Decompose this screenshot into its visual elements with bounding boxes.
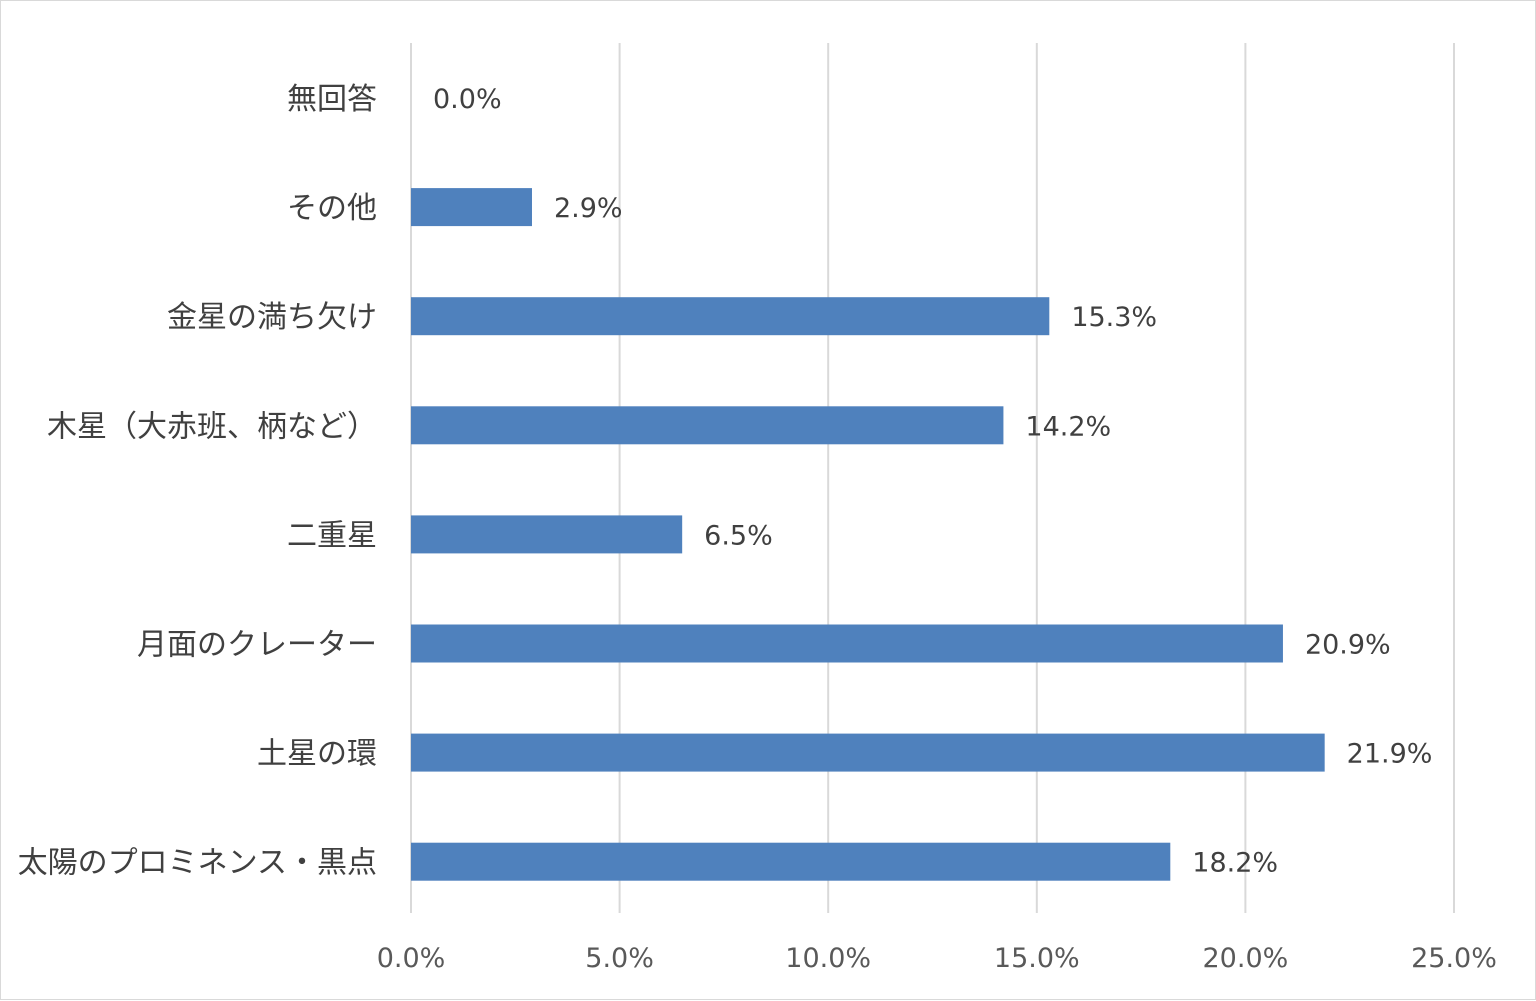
category-label: 月面のクレーター xyxy=(137,628,377,663)
x-tick-label: 10.0% xyxy=(785,943,871,974)
data-label: 20.9% xyxy=(1305,630,1391,661)
bar xyxy=(411,842,1171,881)
data-label: 21.9% xyxy=(1347,739,1433,770)
bar xyxy=(411,515,683,554)
x-tick-label: 15.0% xyxy=(994,943,1080,974)
category-label: 太陽のプロミネンス・黒点 xyxy=(18,846,377,881)
bar xyxy=(411,297,1050,336)
data-label: 6.5% xyxy=(704,520,773,551)
x-tick-label: 5.0% xyxy=(585,943,654,974)
data-label: 14.2% xyxy=(1025,411,1111,442)
bars xyxy=(411,188,1325,881)
category-label: 金星の満ち欠け xyxy=(167,300,377,335)
data-label: 15.3% xyxy=(1071,302,1157,333)
bar xyxy=(411,733,1325,772)
data-label: 2.9% xyxy=(554,193,623,224)
x-tick-label: 0.0% xyxy=(377,943,446,974)
data-label: 0.0% xyxy=(433,84,502,115)
category-label: 土星の環 xyxy=(257,737,377,772)
value-labels: 0.0% 2.9% 15.3% 14.2% 6.5% 20.9% 21.9% 18.2% xyxy=(433,84,1432,879)
category-label: その他 xyxy=(287,191,377,226)
x-axis-tick-labels: 0.0% 5.0% 10.0% 15.0% 20.0% 25.0% xyxy=(377,943,1497,974)
bar xyxy=(411,624,1283,663)
x-tick-label: 25.0% xyxy=(1411,943,1497,974)
grid-lines xyxy=(410,43,1455,913)
data-label: 18.2% xyxy=(1192,848,1278,879)
x-tick-label: 20.0% xyxy=(1203,943,1289,974)
category-label: 無回答 xyxy=(287,82,377,117)
category-label: 二重星 xyxy=(287,518,377,553)
bar xyxy=(411,406,1004,445)
bar xyxy=(411,188,532,227)
category-label: 木星（大赤班、柄など） xyxy=(47,409,377,444)
